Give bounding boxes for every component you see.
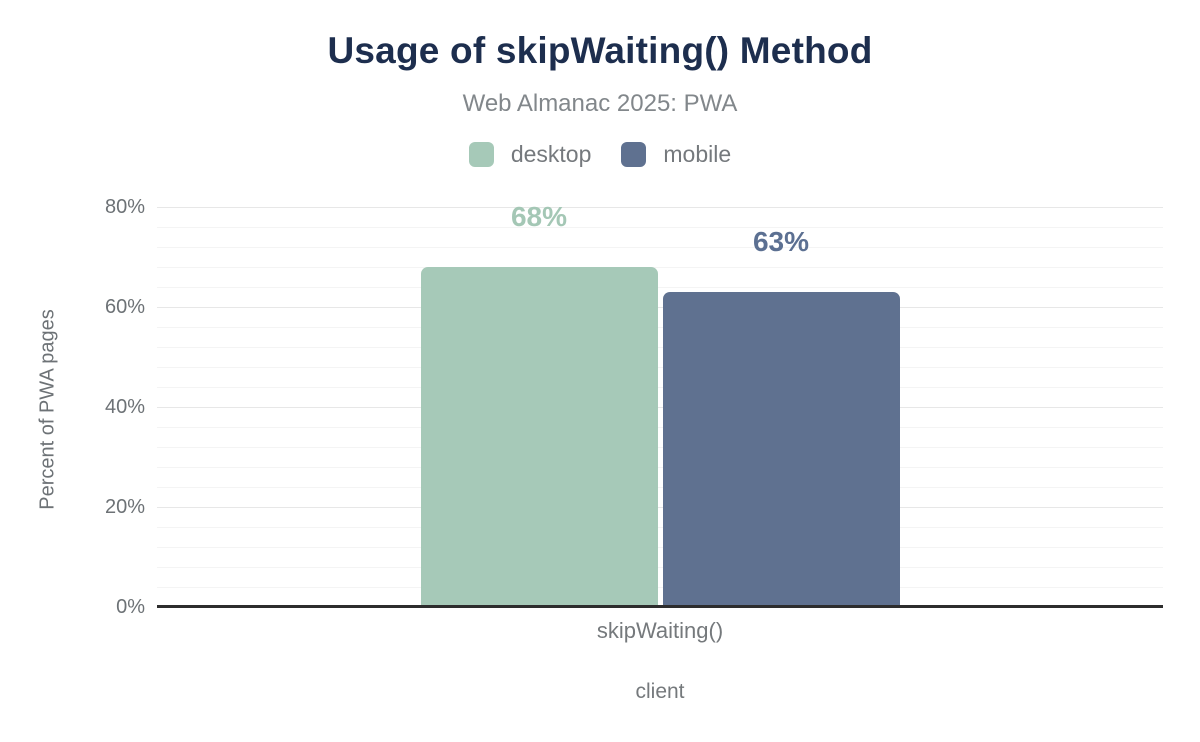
minor-gridline [157, 367, 1163, 368]
minor-gridline [157, 447, 1163, 448]
major-gridline [157, 507, 1163, 508]
chart-subtitle: Web Almanac 2025: PWA [462, 90, 738, 117]
legend-swatch-mobile-icon [621, 142, 647, 167]
legend-item-mobile[interactable]: mobile [621, 141, 731, 168]
x-axis-title: client [635, 680, 685, 703]
legend-item-desktop[interactable]: desktop [468, 141, 592, 168]
minor-gridline [157, 487, 1163, 488]
chart-title: Usage of skipWaiting() Method [327, 30, 873, 71]
major-gridline [157, 207, 1163, 208]
y-tick-label: 60% [104, 296, 145, 318]
bar-desktop[interactable] [420, 267, 658, 607]
bar-value-label-mobile: 63% [752, 226, 810, 257]
legend-label-mobile: mobile [663, 141, 732, 167]
minor-gridline [157, 567, 1163, 568]
minor-gridline [157, 547, 1163, 548]
major-gridline [157, 407, 1163, 408]
minor-gridline [157, 387, 1163, 388]
x-category-label: skipWaiting() [596, 618, 724, 643]
y-tick-label: 0% [116, 596, 145, 618]
plot-area: 68% 63% [157, 202, 1163, 607]
bar-value-label-desktop: 68% [510, 201, 568, 232]
minor-gridline [157, 527, 1163, 528]
x-axis-line [157, 605, 1163, 608]
bar-mobile[interactable] [662, 292, 900, 607]
legend: desktop mobile [0, 141, 1200, 168]
y-tick-label: 40% [104, 396, 145, 418]
minor-gridline [157, 267, 1163, 268]
y-tick-label: 20% [104, 496, 145, 518]
minor-gridline [157, 327, 1163, 328]
minor-gridline [157, 347, 1163, 348]
major-gridline [157, 307, 1163, 308]
minor-gridline [157, 247, 1163, 248]
minor-gridline [157, 287, 1163, 288]
y-tick-label: 80% [104, 196, 145, 218]
legend-label-desktop: desktop [510, 141, 592, 167]
minor-gridline [157, 587, 1163, 588]
legend-swatch-desktop-icon [468, 142, 494, 167]
minor-gridline [157, 467, 1163, 468]
minor-gridline [157, 227, 1163, 228]
minor-gridline [157, 427, 1163, 428]
